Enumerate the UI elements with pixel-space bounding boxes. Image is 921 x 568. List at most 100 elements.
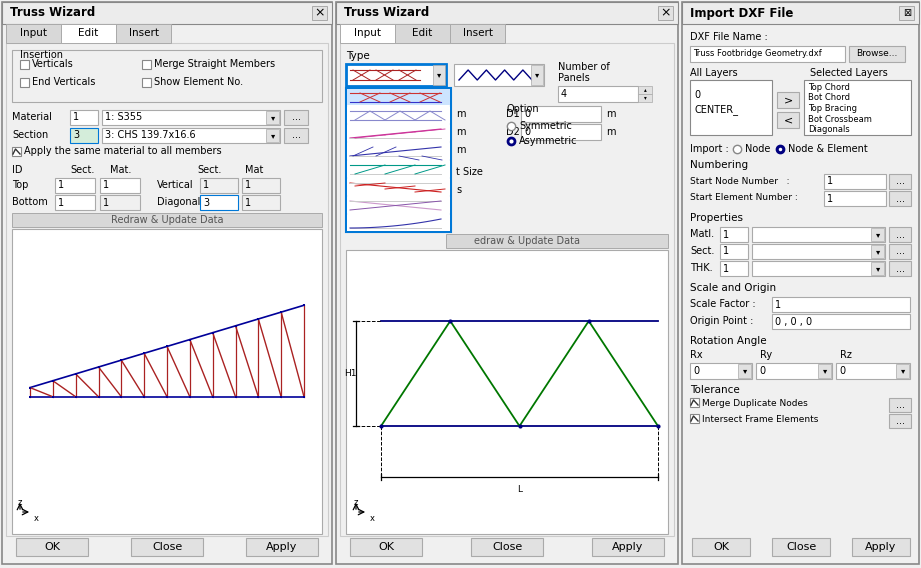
- Text: ▾: ▾: [876, 230, 880, 239]
- Bar: [246, 538, 318, 556]
- Bar: [889, 261, 911, 276]
- Bar: [142, 78, 151, 87]
- Bar: [346, 88, 451, 232]
- Text: >: >: [784, 95, 793, 105]
- Bar: [347, 125, 450, 141]
- Bar: [346, 178, 355, 187]
- Text: Rz: Rz: [840, 350, 852, 360]
- Bar: [521, 106, 601, 122]
- Bar: [346, 250, 668, 534]
- Text: <: <: [784, 115, 793, 125]
- Bar: [266, 129, 279, 142]
- Bar: [592, 538, 664, 556]
- Bar: [690, 80, 772, 135]
- Bar: [871, 262, 884, 275]
- Bar: [752, 261, 885, 276]
- Bar: [899, 6, 914, 20]
- Bar: [690, 46, 845, 62]
- Text: z: z: [354, 498, 358, 507]
- Text: CENTER_: CENTER_: [694, 104, 738, 115]
- Text: Sect.: Sect.: [690, 246, 715, 256]
- Text: Properties: Properties: [690, 213, 743, 223]
- Text: Mat: Mat: [245, 165, 263, 175]
- Text: Start Node Number   :: Start Node Number :: [690, 177, 789, 186]
- Bar: [116, 24, 171, 43]
- Text: ...: ...: [292, 131, 300, 140]
- Text: Insertion: Insertion: [20, 50, 63, 60]
- Text: Intersect Frame Elements: Intersect Frame Elements: [702, 416, 819, 424]
- Text: Bottom: Bottom: [12, 197, 48, 207]
- Text: 4: 4: [561, 89, 567, 99]
- Text: Import :: Import :: [690, 144, 729, 154]
- Text: Insert: Insert: [129, 28, 158, 39]
- Text: ID: ID: [12, 165, 22, 175]
- Text: L: L: [517, 485, 522, 494]
- Bar: [55, 178, 95, 193]
- Text: t Size: t Size: [456, 167, 483, 177]
- Bar: [454, 64, 544, 86]
- Bar: [889, 398, 911, 412]
- Bar: [772, 538, 830, 556]
- Text: ×: ×: [315, 6, 325, 19]
- Bar: [70, 128, 98, 143]
- Bar: [690, 363, 752, 379]
- Bar: [347, 143, 450, 159]
- Text: x: x: [34, 514, 39, 523]
- Text: Top: Top: [12, 180, 29, 190]
- Bar: [720, 261, 748, 276]
- Text: 1: 1: [723, 247, 729, 257]
- Text: OK: OK: [378, 542, 394, 552]
- Text: D1: D1: [506, 109, 519, 119]
- Bar: [266, 111, 279, 124]
- Bar: [200, 195, 238, 210]
- Bar: [100, 195, 140, 210]
- Text: OK: OK: [713, 542, 729, 552]
- Text: Asymmetric: Asymmetric: [519, 136, 577, 146]
- Bar: [70, 110, 98, 125]
- Text: 3: 3: [203, 198, 209, 207]
- Text: Node & Element: Node & Element: [788, 144, 868, 154]
- Text: edraw & Update Data: edraw & Update Data: [474, 236, 580, 246]
- Text: ...: ...: [292, 112, 300, 123]
- Text: ×: ×: [660, 6, 671, 19]
- Text: 1: 1: [775, 299, 781, 310]
- Text: ▾: ▾: [535, 70, 539, 80]
- Bar: [346, 64, 446, 86]
- Text: Truss Footbridge Geometry.dxf: Truss Footbridge Geometry.dxf: [693, 49, 822, 59]
- Text: Start Element Number :: Start Element Number :: [690, 194, 798, 203]
- Bar: [852, 538, 910, 556]
- Text: Tolerance: Tolerance: [690, 385, 740, 395]
- Text: ▾: ▾: [876, 264, 880, 273]
- Text: 1: 1: [245, 181, 251, 190]
- Bar: [346, 160, 355, 169]
- Text: Input: Input: [354, 28, 381, 39]
- Text: m: m: [456, 145, 465, 155]
- Text: ▾: ▾: [271, 131, 275, 140]
- Bar: [347, 89, 450, 105]
- Text: 0: 0: [839, 366, 845, 376]
- Text: 1: 1: [103, 198, 109, 207]
- Bar: [242, 178, 280, 193]
- Bar: [836, 363, 910, 379]
- Text: Option: Option: [506, 104, 539, 114]
- Text: ⊠: ⊠: [903, 8, 911, 18]
- Text: ...: ...: [895, 229, 904, 240]
- Text: Redraw & Update Data: Redraw & Update Data: [111, 215, 223, 225]
- Bar: [690, 398, 699, 407]
- Text: Top Chord: Top Chord: [808, 83, 850, 92]
- Text: ...: ...: [895, 177, 904, 186]
- Text: ▾: ▾: [271, 113, 275, 122]
- Bar: [12, 213, 322, 227]
- Text: ...: ...: [895, 264, 904, 274]
- Bar: [777, 92, 799, 108]
- Text: ▾: ▾: [437, 70, 441, 80]
- Bar: [6, 24, 61, 43]
- Bar: [692, 538, 750, 556]
- Text: Matl.: Matl.: [690, 229, 714, 239]
- Text: m: m: [456, 109, 465, 119]
- Text: Edit: Edit: [78, 28, 99, 39]
- Bar: [2, 2, 332, 24]
- Text: x: x: [370, 514, 375, 523]
- Text: Node: Node: [745, 144, 770, 154]
- Text: Top Bracing: Top Bracing: [808, 104, 857, 113]
